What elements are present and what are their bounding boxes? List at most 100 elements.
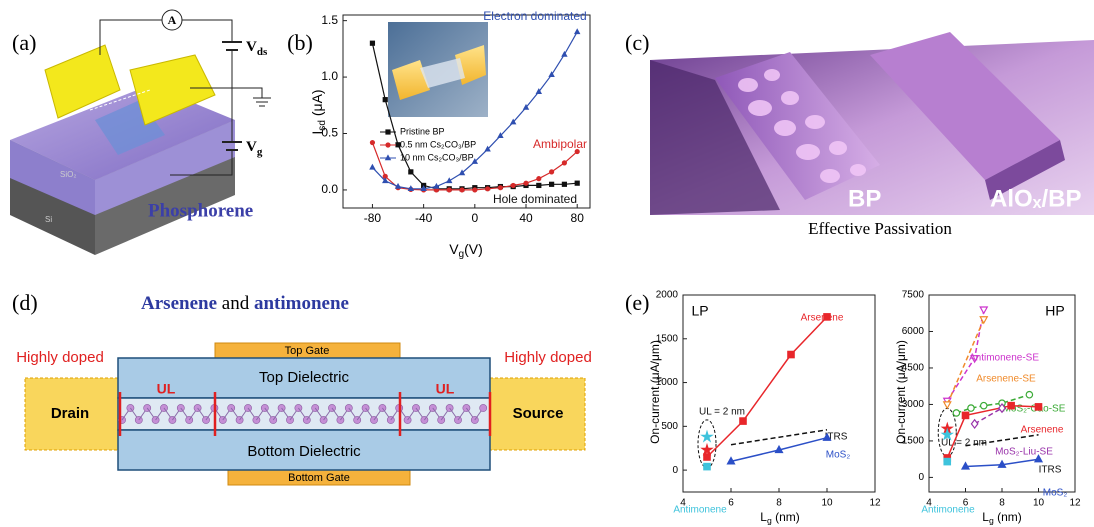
ammeter-label: A (168, 13, 177, 27)
x-tick-label: -80 (364, 211, 382, 225)
marker (537, 177, 541, 181)
vds-sub: ds (257, 46, 268, 58)
marker (575, 150, 579, 154)
panel-a: (a) A Vds Vg SiO₂ Si Phosphorene (10, 10, 271, 255)
chart-label: (b) (287, 30, 313, 55)
y-tick-label: 6000 (902, 326, 925, 337)
series-line (707, 317, 827, 457)
atom (144, 404, 151, 411)
y-axis-label: Isd (μA) (309, 89, 328, 134)
title-part: antimonene (254, 293, 349, 314)
bump (748, 100, 772, 116)
y-tick-label: 0.0 (321, 182, 338, 196)
series-label: ITRS (1039, 465, 1062, 476)
panel-label: (c) (625, 30, 649, 55)
legend-label: 10 nm Cs₂CO₃/BP (400, 152, 474, 162)
ul-label: UL (436, 381, 455, 397)
bump (829, 141, 847, 155)
marker (370, 141, 374, 145)
bump (764, 69, 780, 81)
marker (370, 165, 374, 169)
series-line (731, 430, 827, 445)
x-axis-label: Vg(V) (449, 241, 483, 260)
x-tick-label: -40 (415, 211, 433, 225)
marker (968, 405, 974, 411)
marker (386, 156, 390, 160)
title-part: and (217, 293, 254, 314)
vg-sub: g (257, 146, 263, 158)
marker (396, 184, 400, 188)
series-label: MoS₂ (826, 450, 851, 461)
y-tick-label: 7500 (902, 290, 925, 301)
marker (575, 181, 579, 185)
marker (980, 307, 987, 313)
series-label: Antimonene (921, 505, 975, 516)
series-label: Arsenene-SE (976, 374, 1036, 385)
panel-label: (e) (625, 290, 649, 315)
doped-label: Highly doped (16, 349, 104, 366)
marker (962, 412, 968, 418)
annotation: Electron dominated (483, 9, 586, 23)
drain-label: Drain (51, 405, 89, 422)
ul-label: UL (157, 381, 176, 397)
label-rest: (V) (464, 241, 483, 257)
marker (409, 170, 413, 174)
label-rest: (nm) (994, 510, 1022, 524)
panel-b-inset (388, 22, 488, 117)
marker (537, 183, 541, 187)
series-label: Arsenene (1021, 425, 1064, 436)
marker (981, 402, 987, 408)
chart: 46810120500100015002000Lg (nm)On-current… (648, 290, 881, 526)
marker (944, 402, 951, 408)
marker (447, 188, 451, 192)
legend-label: Pristine BP (400, 126, 445, 136)
marker (486, 187, 490, 191)
marker (498, 186, 502, 190)
vg-main: V (246, 139, 257, 155)
series-label: Antimonene (673, 505, 727, 516)
atom (135, 416, 142, 423)
panel-c: (c) BP AlOₓ/BP Effective Passivation (625, 30, 1094, 238)
atom (480, 404, 487, 411)
marker (704, 454, 710, 460)
marker (562, 182, 566, 186)
annotation: UL = 2 nm (941, 438, 987, 449)
title-part: Arsenene (141, 293, 217, 314)
marker (386, 143, 390, 147)
y-axis-label: On-current (μA/μm) (648, 340, 662, 444)
marker (460, 188, 464, 192)
bp-label: BP (848, 185, 881, 212)
alox-label: AlOₓ/BP (990, 185, 1081, 212)
y-tick-label: 1.0 (321, 69, 338, 83)
marker (971, 420, 977, 428)
marker (702, 432, 712, 441)
marker (1008, 402, 1014, 408)
top-dielectric-label: Top Dielectric (259, 369, 350, 386)
page: {"panel_a": {"label": "(a)", "ammeter": … (0, 0, 1094, 527)
marker (550, 182, 554, 186)
plot-frame (683, 295, 875, 492)
figure: (a) A Vds Vg SiO₂ Si Phosphorene (c) BP … (0, 0, 1094, 527)
marker (575, 30, 579, 34)
panel-label: (a) (12, 30, 36, 55)
atom (228, 404, 235, 411)
y-tick-label: 0 (918, 472, 924, 483)
annotation: Hole dominated (493, 192, 577, 206)
x-tick-label: 0 (471, 211, 478, 225)
marker (953, 410, 959, 416)
label-sub: sd (317, 120, 328, 131)
source-label: Source (513, 405, 564, 422)
series-label: MoS₂-Liu-SE (995, 447, 1053, 458)
marker (1035, 404, 1041, 410)
y-tick-label: 2000 (656, 290, 679, 301)
marker (788, 351, 794, 357)
marker (524, 181, 528, 185)
marker (550, 170, 554, 174)
wire (182, 20, 232, 42)
oxide-label: SiO₂ (60, 170, 76, 179)
x-tick-label: 40 (519, 211, 533, 225)
x-tick-label: 6 (728, 498, 734, 509)
x-axis-label: Lg (nm) (760, 510, 799, 526)
bottom-gate-label: Bottom Gate (288, 472, 350, 484)
bump (796, 144, 820, 160)
